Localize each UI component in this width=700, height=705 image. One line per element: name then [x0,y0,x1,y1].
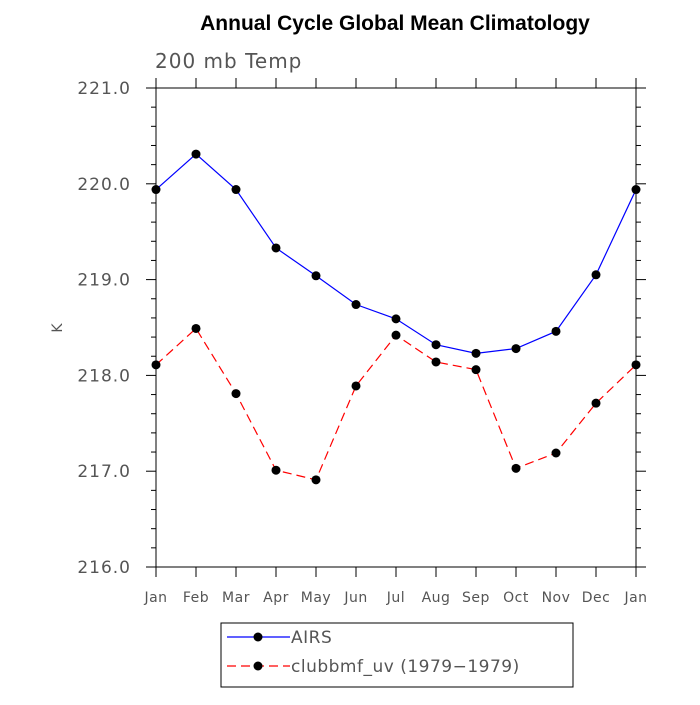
data-point [471,365,481,375]
data-point [191,323,201,333]
data-point [631,360,641,370]
y-tick-label: 216.0 [77,558,131,578]
data-point [271,465,281,475]
data-point [431,357,441,367]
data-point [191,149,201,159]
legend: AIRS clubbmf_uv (1979−1979) [220,622,574,688]
data-point [591,398,601,408]
data-point [471,348,481,358]
series-group [151,149,641,358]
series-layer [151,149,641,485]
x-tick-label: Jan [623,590,647,606]
chart-title: Annual Cycle Global Mean Climatology [200,12,590,35]
axis-ticks: 216.0 217.0 218.0 219.0 220.0 221.0 Jan Feb Mar A… [77,78,647,606]
y-tick-label: 218.0 [77,366,131,386]
x-tick-label: May [301,590,331,606]
data-point [311,271,321,281]
data-point [311,475,321,485]
x-tick-label: Jul [386,590,405,606]
x-tick-label: Nov [542,590,571,606]
data-point [351,300,361,310]
x-tick-label: Feb [183,590,209,606]
plot-frame [155,87,637,568]
data-point [551,448,561,458]
x-tick-label: Jan [143,590,167,606]
y-tick-label: 221.0 [77,79,131,99]
legend-swatch-marker [253,661,263,671]
data-point [391,314,401,324]
data-point [551,326,561,336]
data-point [431,340,441,350]
x-tick-label: Oct [503,590,529,606]
legend-swatch-marker [253,632,263,642]
y-tick-label: 217.0 [77,462,131,482]
data-point [631,185,641,195]
series-line [155,327,637,481]
x-tick-label: Aug [422,590,451,606]
data-point [271,243,281,253]
legend-box [220,622,574,688]
data-point [231,185,241,195]
data-point [511,344,521,354]
x-tick-label: Sep [462,590,490,606]
x-tick-label: Apr [263,590,289,606]
x-tick-label: Jun [343,590,367,606]
series-line [155,153,637,354]
data-point [231,389,241,399]
x-tick-label: Dec [582,590,611,606]
x-tick-label: Mar [222,590,250,606]
legend-label: clubbmf_uv (1979−1979) [291,657,520,677]
series-group [151,323,641,485]
y-tick-label: 219.0 [77,271,131,291]
y-axis-label: K [50,323,66,333]
data-point [391,330,401,340]
chart-subtitle: 200 mb Temp [155,49,302,73]
data-point [511,463,521,473]
data-point [351,381,361,391]
y-tick-label: 220.0 [77,175,131,195]
data-point [151,185,161,195]
data-point [151,360,161,370]
data-point [591,270,601,280]
legend-label: AIRS [291,628,332,648]
